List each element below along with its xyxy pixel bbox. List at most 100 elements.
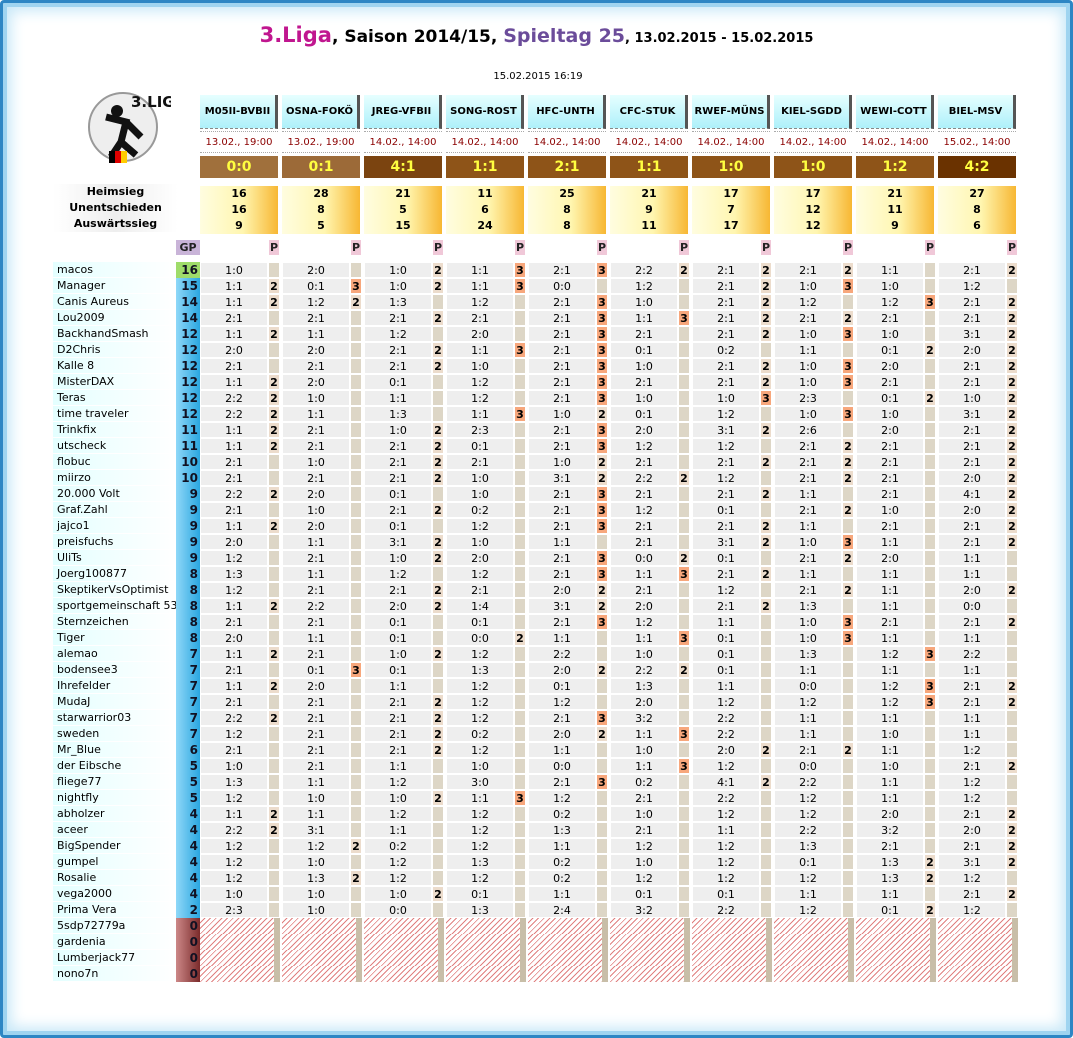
points: 2 <box>596 406 608 422</box>
tip: 2:1 <box>200 310 268 326</box>
tip: 1:0 <box>364 278 432 294</box>
points: 3 <box>514 342 526 358</box>
tip: 1:0 <box>856 326 924 342</box>
tip: 1:2 <box>200 550 268 566</box>
tip: 2:1 <box>774 502 842 518</box>
tip: 2:1 <box>528 294 596 310</box>
points: 3 <box>596 326 608 342</box>
tip: 1:0 <box>364 790 432 806</box>
points <box>432 678 444 694</box>
tip: 0:1 <box>692 886 760 902</box>
points <box>678 774 690 790</box>
tip: 1:2 <box>610 438 678 454</box>
points: 3 <box>514 790 526 806</box>
points <box>350 614 362 630</box>
player-gp: 4 <box>176 886 200 902</box>
player-gp: 9 <box>176 518 200 534</box>
points <box>350 454 362 470</box>
tip: 1:1 <box>938 630 1006 646</box>
tip: 2:1 <box>856 614 924 630</box>
points: 2 <box>268 486 280 502</box>
points: 2 <box>760 422 772 438</box>
tip: 3:1 <box>938 406 1006 422</box>
empty-cell <box>364 934 444 950</box>
points <box>924 614 936 630</box>
points <box>268 310 280 326</box>
points <box>924 310 936 326</box>
tip: 2:1 <box>692 262 760 278</box>
tip: 2:1 <box>282 758 350 774</box>
points <box>842 726 854 742</box>
player-name: D2Chris <box>53 342 176 358</box>
match-date: 14.02., 14:00 <box>446 131 524 153</box>
points <box>596 758 608 774</box>
tip: 1:2 <box>774 694 842 710</box>
player-gp: 8 <box>176 598 200 614</box>
tip: 2:1 <box>364 342 432 358</box>
player-name: time traveler <box>53 406 176 422</box>
player-gp: 12 <box>176 358 200 374</box>
points <box>350 902 362 918</box>
tip: 2:1 <box>446 582 514 598</box>
p-label: P <box>515 240 525 255</box>
points <box>350 646 362 662</box>
points: 2 <box>1006 422 1018 438</box>
points <box>924 774 936 790</box>
tip: 2:1 <box>938 262 1006 278</box>
empty-cell <box>282 934 362 950</box>
match-date: 14.02., 14:00 <box>856 131 934 153</box>
tip: 2:1 <box>528 310 596 326</box>
points <box>842 710 854 726</box>
tip: 1:3 <box>282 870 350 886</box>
player-name: flobuc <box>53 454 176 470</box>
player-name: Ihrefelder <box>53 678 176 694</box>
empty-cell <box>856 950 936 966</box>
tip: 2:1 <box>200 454 268 470</box>
tip: 2:1 <box>200 470 268 486</box>
tip: 2:1 <box>282 582 350 598</box>
points: 2 <box>432 550 444 566</box>
tip: 2:1 <box>856 486 924 502</box>
tip: 2:1 <box>774 742 842 758</box>
match-date: 14.02., 14:00 <box>774 131 852 153</box>
tip: 1:2 <box>446 374 514 390</box>
empty-cell <box>692 934 772 950</box>
player-name: aceer <box>53 822 176 838</box>
tip: 1:2 <box>282 838 350 854</box>
tip: 1:1 <box>774 726 842 742</box>
points <box>678 902 690 918</box>
tip: 1:0 <box>364 422 432 438</box>
points <box>842 694 854 710</box>
tip: 1:3 <box>446 662 514 678</box>
tip: 2:2 <box>692 790 760 806</box>
tip: 2:0 <box>938 822 1006 838</box>
tip: 0:1 <box>856 902 924 918</box>
points <box>514 470 526 486</box>
points: 2 <box>760 774 772 790</box>
points <box>760 806 772 822</box>
player-gp: 7 <box>176 678 200 694</box>
points: 3 <box>842 374 854 390</box>
points: 2 <box>268 438 280 454</box>
tip: 2:1 <box>610 822 678 838</box>
player-name: utscheck <box>53 438 176 454</box>
points <box>432 390 444 406</box>
tip: 1:1 <box>282 566 350 582</box>
stat-value: 6 <box>446 202 524 218</box>
tip: 1:2 <box>446 294 514 310</box>
points <box>350 822 362 838</box>
tip: 1:1 <box>856 566 924 582</box>
tip: 1:0 <box>282 902 350 918</box>
tip: 2:1 <box>856 454 924 470</box>
points: 3 <box>842 358 854 374</box>
tip: 2:0 <box>938 502 1006 518</box>
tip: 2:1 <box>200 694 268 710</box>
points <box>350 486 362 502</box>
match-result: 1:0 <box>692 156 770 178</box>
tip: 2:0 <box>610 422 678 438</box>
tip: 1:0 <box>282 886 350 902</box>
points <box>842 422 854 438</box>
points <box>432 326 444 342</box>
match-date: 15.02., 14:00 <box>938 131 1016 153</box>
tip: 2:2 <box>610 262 678 278</box>
